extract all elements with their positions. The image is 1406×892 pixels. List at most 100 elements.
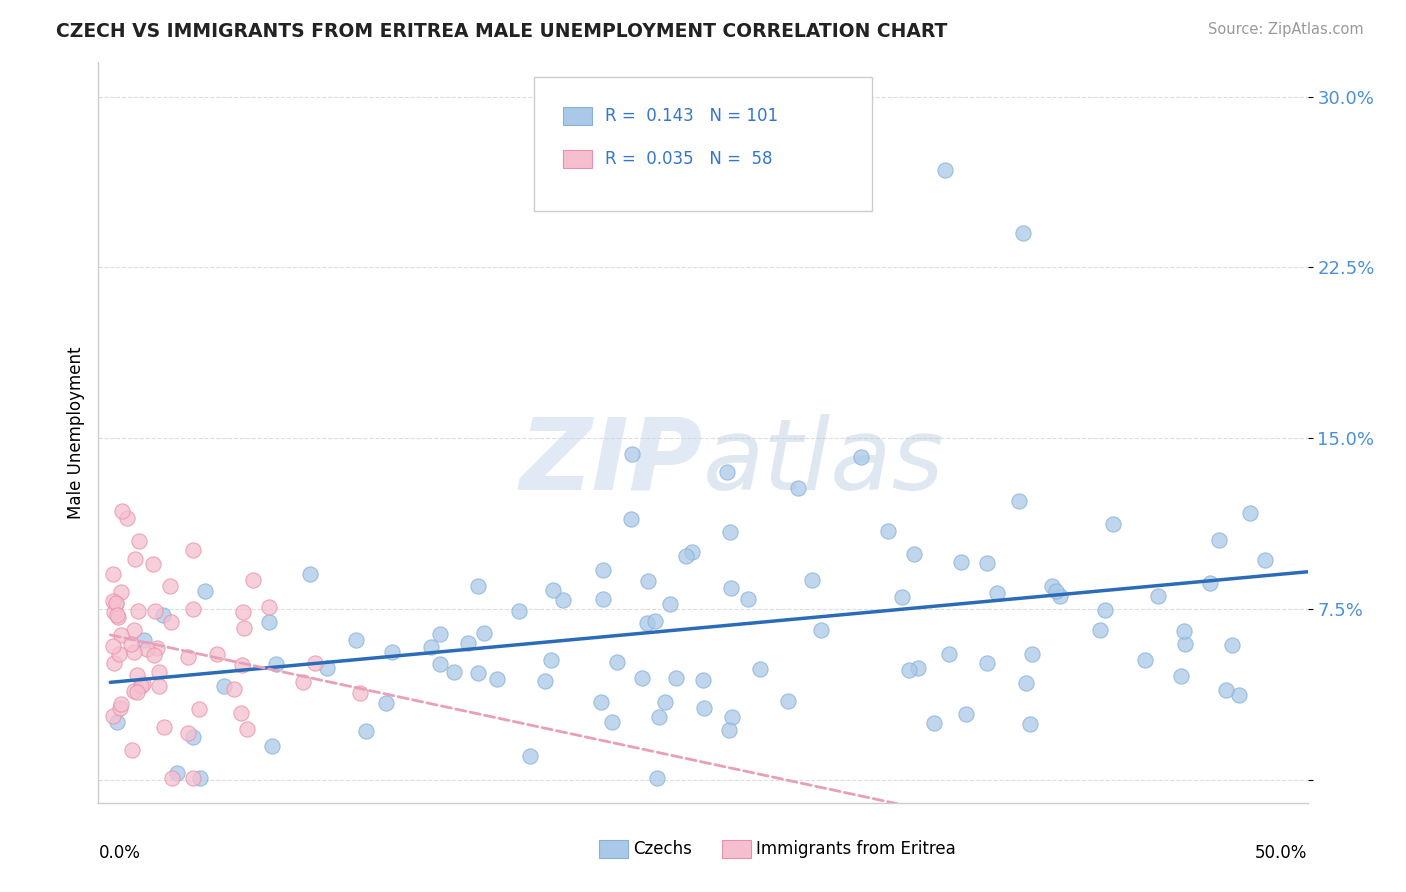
Point xyxy=(810,623,832,637)
Point xyxy=(675,549,697,564)
Point xyxy=(467,579,489,593)
Point xyxy=(636,615,658,630)
Point xyxy=(292,675,315,690)
Point xyxy=(648,709,671,723)
Point xyxy=(122,684,145,698)
FancyBboxPatch shape xyxy=(562,107,592,125)
Point xyxy=(720,581,742,595)
Point xyxy=(778,694,800,708)
Point xyxy=(103,605,125,619)
Point xyxy=(120,637,142,651)
Point xyxy=(1174,637,1197,651)
Point xyxy=(1220,638,1243,652)
Point xyxy=(897,664,920,678)
Point xyxy=(1045,584,1067,599)
Point xyxy=(720,710,742,724)
Point xyxy=(429,657,451,671)
Point xyxy=(922,715,945,730)
Point xyxy=(129,679,152,693)
Point xyxy=(1239,506,1261,520)
Point xyxy=(654,695,676,709)
Point xyxy=(849,450,872,464)
Point xyxy=(429,627,451,641)
Point xyxy=(467,665,489,680)
Point xyxy=(177,726,200,740)
Point xyxy=(260,739,283,753)
Point xyxy=(148,665,170,680)
Point xyxy=(519,749,541,764)
Point xyxy=(224,681,246,696)
Point xyxy=(105,714,128,729)
Point xyxy=(108,647,131,661)
Point xyxy=(1208,533,1230,548)
Point xyxy=(659,597,682,611)
Point xyxy=(122,623,145,637)
Point xyxy=(541,582,564,597)
Point xyxy=(257,600,280,615)
Point xyxy=(419,640,441,654)
Point xyxy=(135,641,157,656)
Point xyxy=(1133,653,1156,667)
Point xyxy=(457,635,479,649)
Point xyxy=(124,552,146,566)
Point xyxy=(125,667,148,681)
Point xyxy=(103,640,125,654)
Point xyxy=(160,615,183,630)
Point xyxy=(976,557,998,571)
Point xyxy=(354,724,377,739)
Point xyxy=(181,602,204,616)
Text: Czechs: Czechs xyxy=(633,839,692,858)
Point xyxy=(145,641,167,656)
Point xyxy=(1199,575,1222,590)
Point xyxy=(938,647,960,661)
Point xyxy=(148,679,170,693)
Point xyxy=(188,702,211,716)
Point xyxy=(955,706,977,721)
Point xyxy=(534,674,557,689)
Point xyxy=(903,547,925,561)
FancyBboxPatch shape xyxy=(723,840,751,857)
Point xyxy=(1254,553,1277,567)
Point xyxy=(877,524,900,538)
Point xyxy=(986,586,1008,600)
FancyBboxPatch shape xyxy=(534,78,872,211)
Text: R =  0.143   N = 101: R = 0.143 N = 101 xyxy=(605,107,778,125)
Point xyxy=(105,597,128,611)
Point xyxy=(127,604,149,618)
Point xyxy=(374,696,396,710)
Point xyxy=(316,661,339,675)
Point xyxy=(103,708,125,723)
Point xyxy=(1021,647,1043,661)
Point xyxy=(508,604,530,618)
Point xyxy=(1090,623,1112,637)
Point xyxy=(242,573,264,587)
Point xyxy=(207,647,229,661)
Point xyxy=(128,533,150,548)
Text: ZIP: ZIP xyxy=(520,414,703,511)
Point xyxy=(194,583,217,598)
Text: R =  0.035   N =  58: R = 0.035 N = 58 xyxy=(605,150,772,168)
Point xyxy=(890,590,912,604)
Point xyxy=(107,609,129,624)
Point xyxy=(125,685,148,699)
Point xyxy=(644,614,666,628)
Point xyxy=(551,593,574,607)
Point xyxy=(1215,682,1237,697)
Point xyxy=(718,723,741,737)
Point xyxy=(349,685,371,699)
Point xyxy=(800,573,823,587)
Point xyxy=(605,656,627,670)
Point xyxy=(257,615,280,629)
Point xyxy=(976,656,998,670)
Point xyxy=(122,645,145,659)
Point xyxy=(108,701,131,715)
Point xyxy=(693,701,716,715)
Point xyxy=(749,662,772,676)
Point xyxy=(592,563,614,577)
Point xyxy=(380,645,402,659)
Point xyxy=(485,672,508,686)
Point xyxy=(105,596,128,610)
Point xyxy=(298,567,321,582)
Point xyxy=(166,766,188,780)
FancyBboxPatch shape xyxy=(599,840,628,857)
